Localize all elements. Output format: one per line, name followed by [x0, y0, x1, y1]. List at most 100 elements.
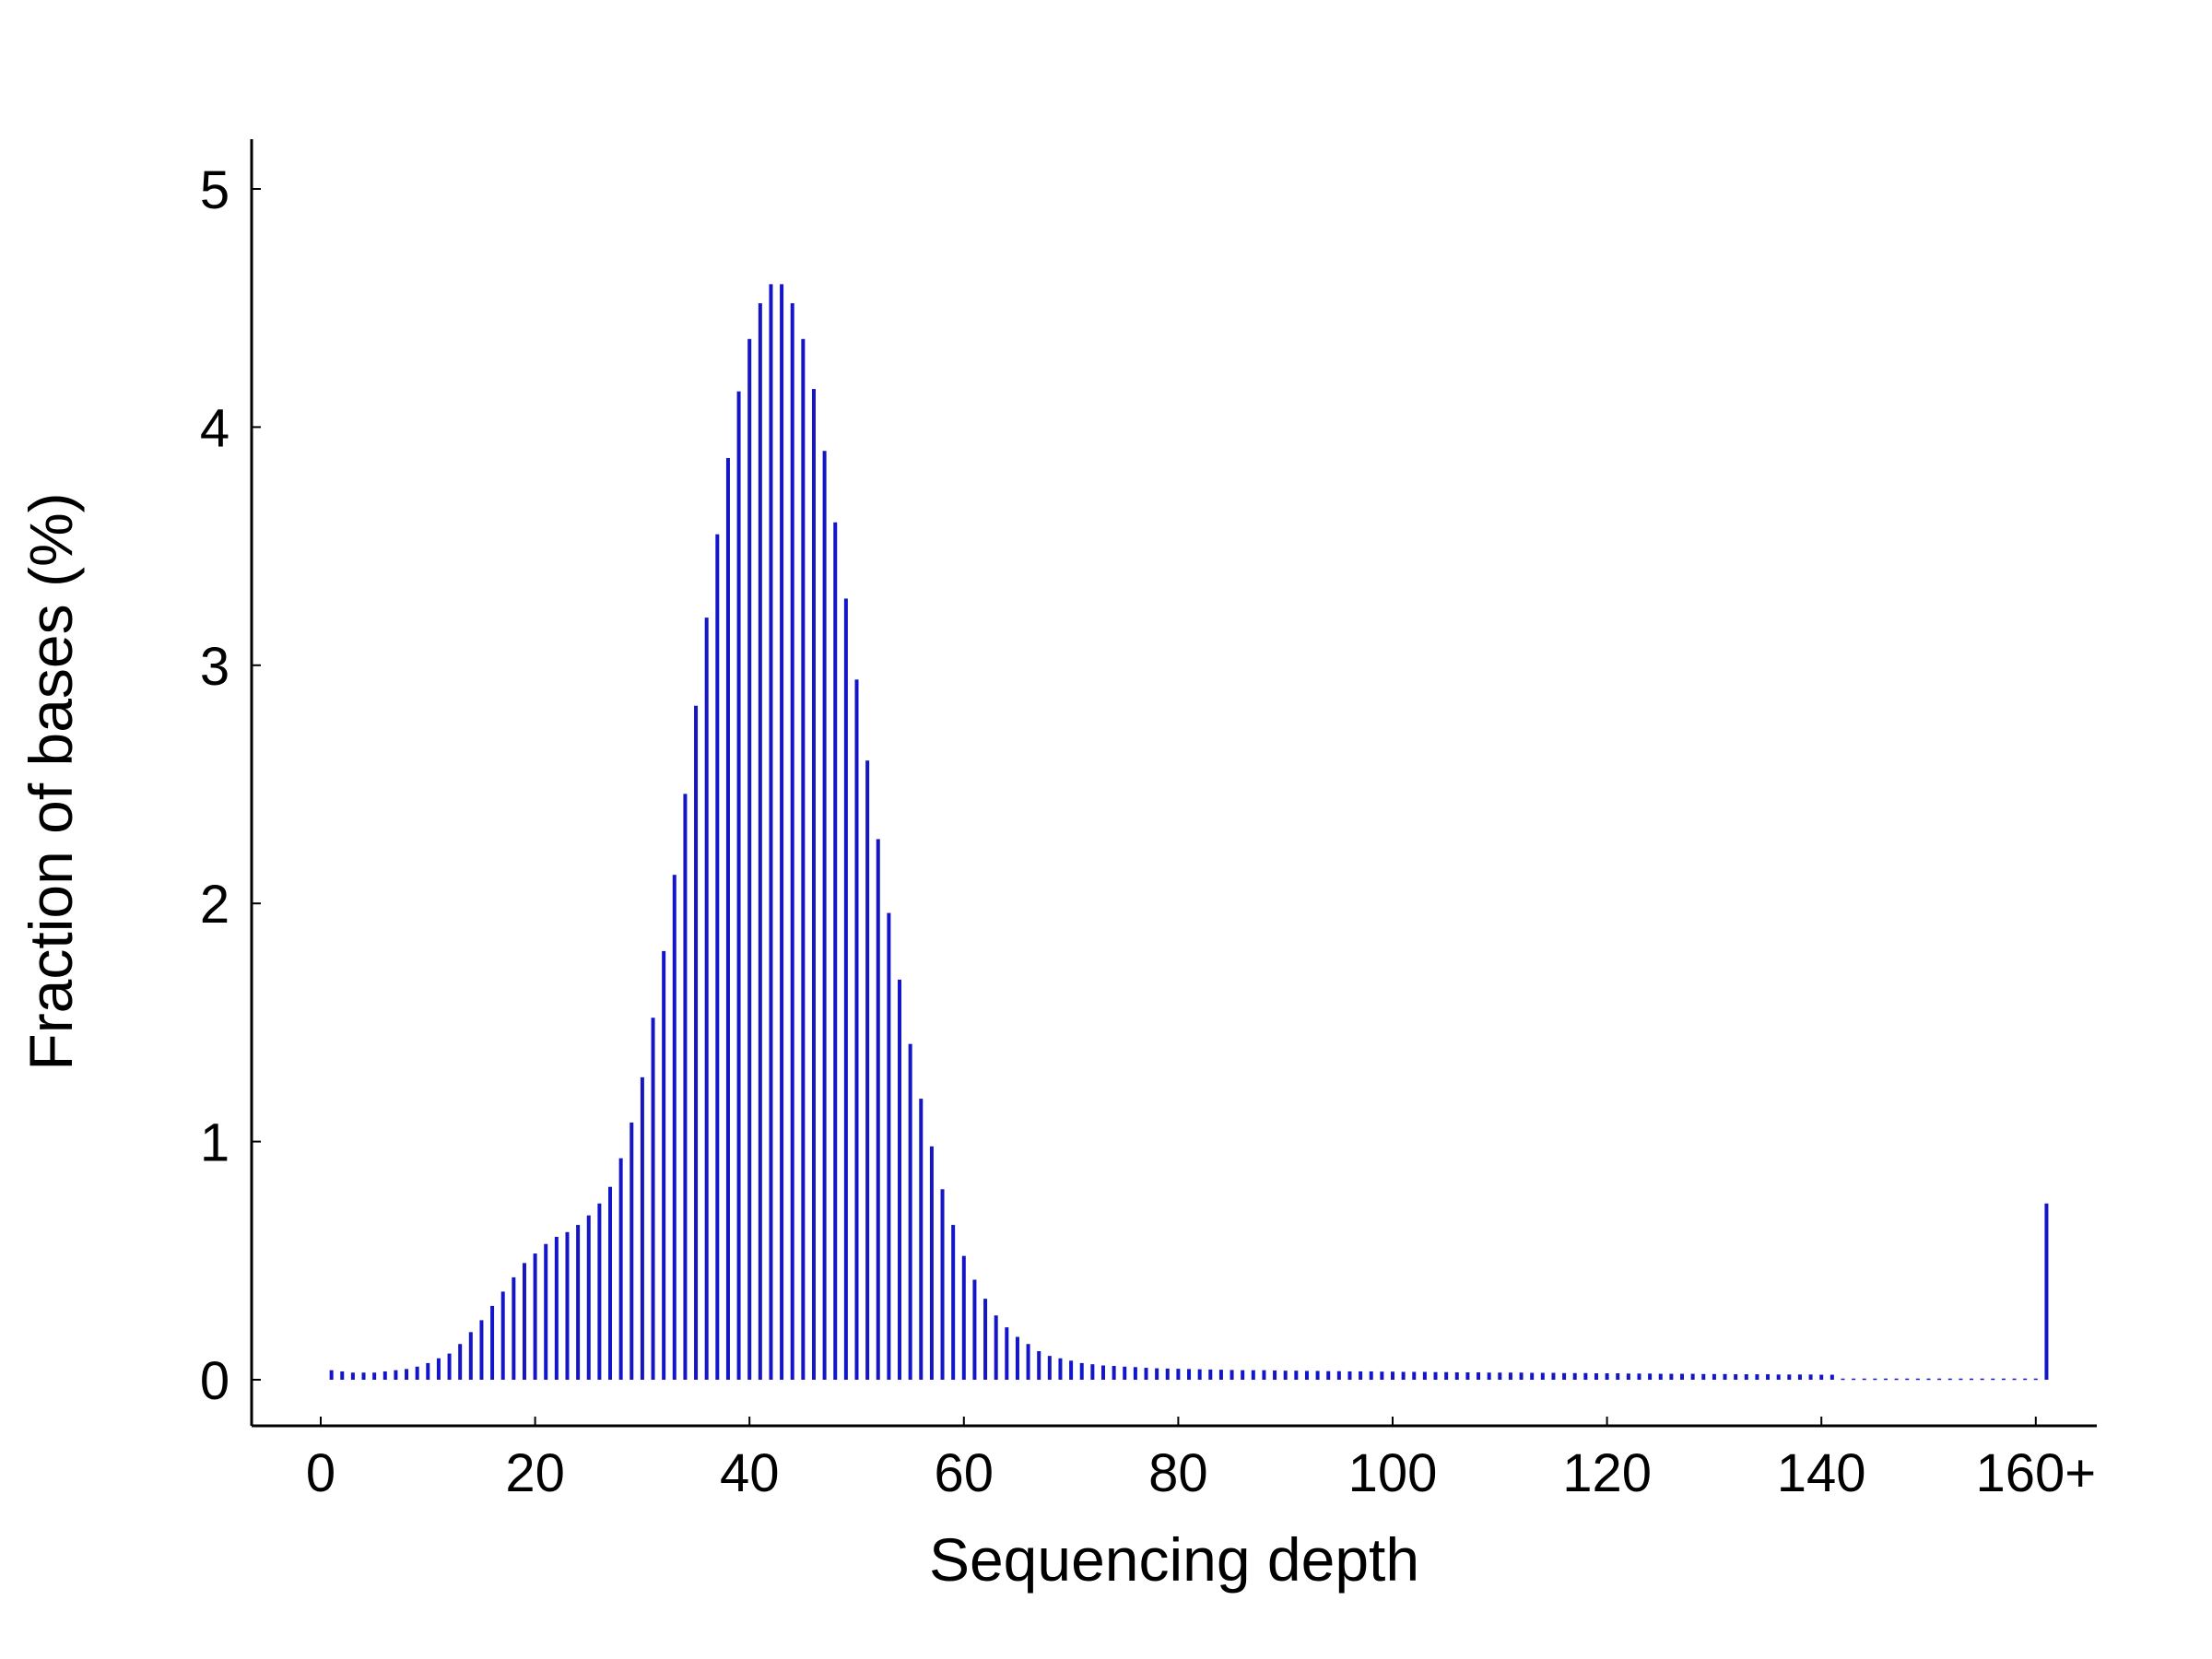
bar	[1959, 1378, 1963, 1381]
bar	[1100, 1365, 1105, 1380]
bar	[1262, 1370, 1266, 1380]
y-tick-label: 3	[200, 637, 229, 697]
bar	[1776, 1374, 1781, 1380]
bar	[1530, 1372, 1535, 1380]
bar	[1165, 1368, 1170, 1380]
bar	[1562, 1372, 1567, 1380]
bar	[1808, 1374, 1813, 1380]
bar	[490, 1305, 495, 1380]
bar	[704, 618, 709, 1380]
bar	[1755, 1374, 1759, 1380]
bar	[500, 1291, 505, 1380]
bar	[479, 1320, 484, 1380]
bar	[533, 1253, 537, 1380]
bar	[1734, 1374, 1738, 1380]
y-axis-label: Fraction of bases (%)	[17, 492, 85, 1070]
bar	[715, 534, 720, 1380]
bar	[1862, 1378, 1866, 1381]
bar	[1176, 1369, 1181, 1380]
bar	[1123, 1366, 1127, 1380]
bar	[522, 1263, 526, 1380]
bar	[458, 1344, 463, 1380]
bar	[2044, 1203, 2049, 1380]
x-tick-label: 40	[720, 1443, 780, 1503]
bar	[1873, 1378, 1877, 1381]
x-tick-label: 160+	[1975, 1443, 2096, 1503]
bar	[1359, 1371, 1363, 1380]
bar	[372, 1372, 377, 1380]
bar	[1380, 1371, 1384, 1380]
bar	[811, 389, 816, 1380]
y-tick-label: 4	[200, 398, 229, 458]
bar	[1015, 1336, 1019, 1380]
bar	[1454, 1371, 1459, 1380]
bar	[1830, 1374, 1834, 1380]
bar	[1058, 1358, 1063, 1380]
bar	[1401, 1371, 1406, 1380]
bar	[780, 284, 784, 1380]
bar	[1841, 1378, 1845, 1381]
bar	[843, 598, 848, 1380]
y-tick-label: 0	[200, 1351, 229, 1411]
x-tick-label: 100	[1348, 1443, 1438, 1503]
bar	[597, 1203, 602, 1380]
bar	[694, 705, 699, 1380]
bar	[1347, 1371, 1352, 1380]
bar	[1026, 1344, 1030, 1380]
bar	[618, 1158, 623, 1380]
bar	[2001, 1378, 2006, 1381]
bar	[361, 1372, 366, 1380]
bar	[769, 284, 773, 1380]
bar	[1626, 1373, 1630, 1380]
x-tick-label: 140	[1777, 1443, 1866, 1503]
bar	[1980, 1378, 1984, 1381]
bar	[394, 1370, 398, 1380]
bar	[651, 1018, 655, 1380]
bar	[1744, 1374, 1748, 1380]
bar	[833, 522, 838, 1380]
bar	[961, 1255, 966, 1380]
bar	[629, 1122, 634, 1380]
x-tick-label: 20	[505, 1443, 565, 1503]
bar	[898, 979, 902, 1380]
bar	[2012, 1378, 2017, 1381]
bar	[1852, 1378, 1856, 1381]
bar	[1037, 1350, 1041, 1380]
bar	[1294, 1371, 1299, 1380]
bar	[1412, 1371, 1417, 1380]
bar	[1208, 1369, 1213, 1380]
bar	[1723, 1373, 1727, 1380]
bar	[662, 950, 666, 1380]
bar	[1712, 1373, 1716, 1380]
bar	[436, 1358, 441, 1380]
x-tick-label: 60	[935, 1443, 994, 1503]
bar	[887, 912, 891, 1380]
bar	[865, 760, 870, 1380]
bar	[758, 303, 762, 1380]
bar	[994, 1315, 998, 1380]
y-tick-label: 5	[200, 160, 229, 220]
bar	[2033, 1378, 2038, 1381]
bar	[350, 1372, 355, 1380]
bar	[1970, 1378, 1974, 1381]
bar	[1508, 1372, 1512, 1380]
bar	[512, 1277, 516, 1380]
bar	[929, 1146, 934, 1380]
x-tick-label: 120	[1562, 1443, 1652, 1503]
bar	[1894, 1378, 1899, 1381]
bar	[1444, 1371, 1449, 1380]
bars-group	[329, 284, 2049, 1381]
bar	[1648, 1373, 1653, 1380]
bar	[640, 1077, 644, 1380]
bar	[1465, 1371, 1470, 1380]
bar	[1315, 1371, 1320, 1380]
bar	[1422, 1371, 1427, 1380]
bar	[972, 1279, 977, 1380]
bar	[1594, 1373, 1598, 1380]
bar	[405, 1369, 409, 1380]
x-tick-label: 0	[306, 1443, 335, 1503]
bar	[1218, 1370, 1223, 1380]
bar	[919, 1099, 924, 1380]
y-ticks-group: 0 1 2 3 4 5	[200, 160, 261, 1411]
bar	[608, 1186, 613, 1380]
